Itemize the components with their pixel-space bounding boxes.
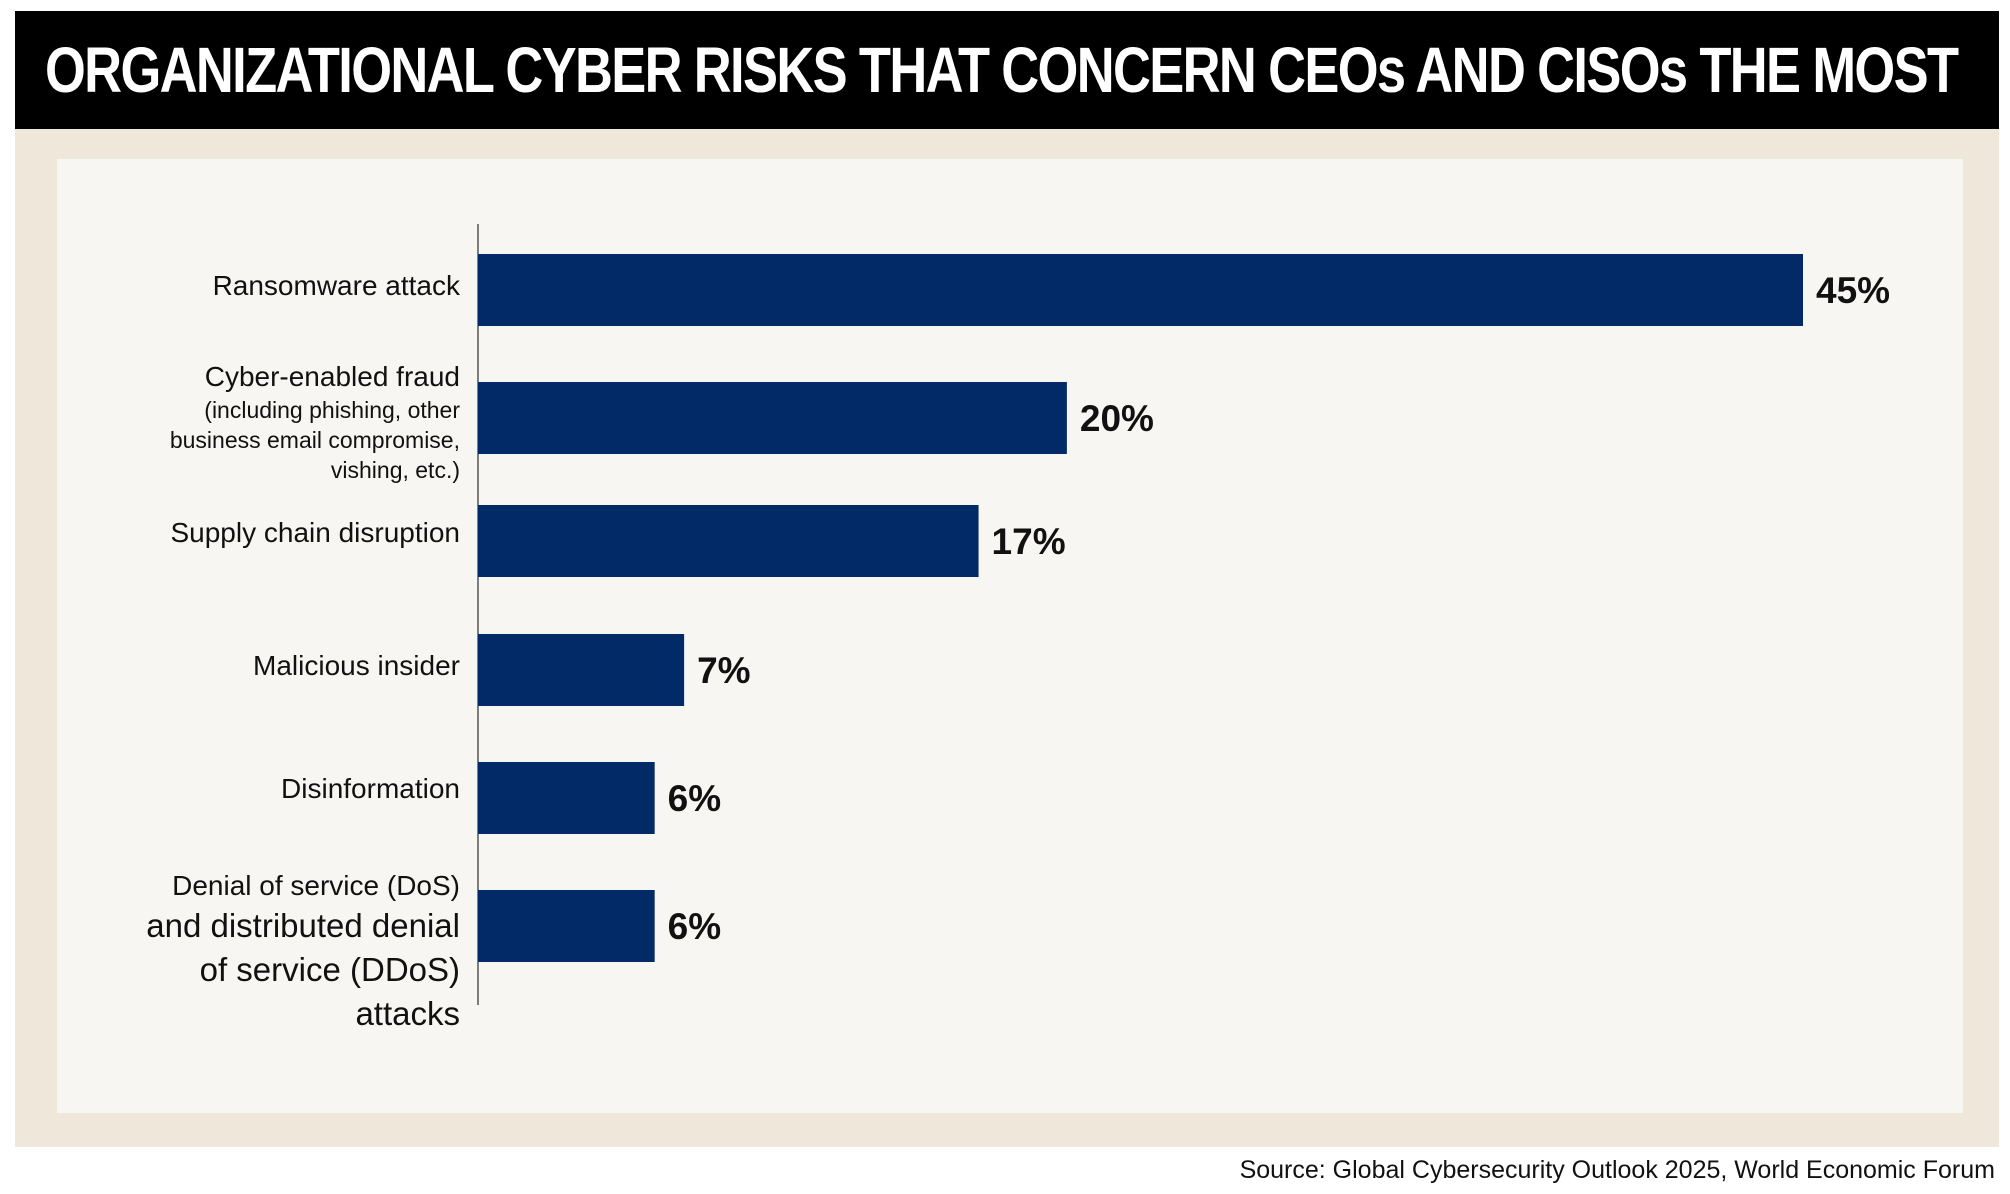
category-label-continuation: and distributed denial (146, 907, 460, 944)
category-label-main: Supply chain disruption (170, 517, 460, 548)
category-label-main: Denial of service (DoS) (172, 870, 460, 901)
bar-value-label-3: 7% (697, 650, 750, 691)
chart-title: ORGANIZATIONAL CYBER RISKS THAT CONCERN … (45, 34, 1959, 106)
category-label-5: Denial of service (DoS) and distributed d… (146, 868, 460, 1036)
category-label-1: Cyber-enabled fraud (including phishing, … (170, 359, 460, 485)
bar-value-label-1: 20% (1080, 398, 1154, 439)
category-label-detail: (including phishing, other (204, 397, 460, 423)
category-label-detail: vishing, etc.) (330, 457, 460, 483)
category-label-main: Disinformation (281, 773, 460, 804)
bar-2 (478, 505, 979, 577)
bar-value-label-2: 17% (992, 521, 1066, 562)
category-label-4: Disinformation (281, 771, 460, 807)
category-label-main: Cyber-enabled fraud (204, 361, 460, 392)
category-label-main: Ransomware attack (212, 270, 460, 301)
bar-value-label-5: 6% (668, 906, 721, 947)
bar-value-label-4: 6% (668, 778, 721, 819)
category-label-continuation: attacks (355, 995, 460, 1032)
category-label-2: Supply chain disruption (170, 515, 460, 551)
title-bar: ORGANIZATIONAL CYBER RISKS THAT CONCERN … (15, 11, 1999, 129)
source-note: Source: Global Cybersecurity Outlook 202… (1239, 1156, 1995, 1184)
bar-value-label-0: 45% (1816, 270, 1890, 311)
bar-3 (478, 634, 685, 706)
category-label-detail: business email compromise, (169, 427, 460, 453)
bar-5 (478, 890, 655, 962)
category-label-continuation: of service (DDoS) (199, 951, 460, 988)
category-label-main: Malicious insider (253, 650, 460, 681)
bar-0 (478, 254, 1803, 326)
bar-1 (478, 382, 1067, 454)
bar-4 (478, 762, 655, 834)
category-label-3: Malicious insider (253, 648, 460, 684)
category-label-0: Ransomware attack (213, 268, 460, 304)
